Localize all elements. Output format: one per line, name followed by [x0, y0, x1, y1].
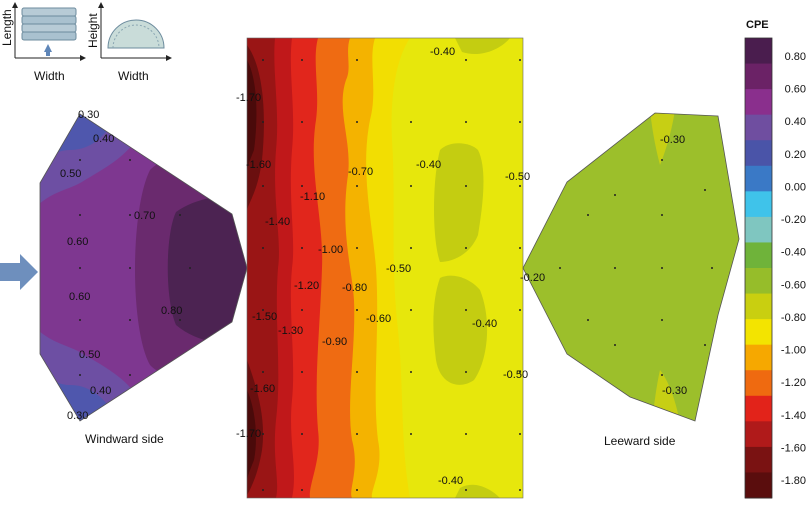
windward-label: 0.30 [78, 109, 99, 121]
roof-label: -0.50 [386, 263, 411, 275]
colorbar-border [744, 37, 773, 499]
windward-grid-dots [79, 159, 191, 376]
windward-label: 0.60 [69, 291, 90, 303]
roof-label: -0.70 [348, 166, 373, 178]
windward-contour [40, 114, 247, 421]
roof-contour [247, 38, 523, 498]
colorbar-swatches [744, 37, 773, 499]
windward-label: 0.60 [67, 236, 88, 248]
colorbar-tick-label: -1.40 [781, 410, 806, 422]
roof-label: -0.60 [366, 313, 391, 325]
colorbar-tick-label: 0.40 [785, 116, 806, 128]
colorbar-tick-label: -0.40 [781, 247, 806, 259]
roof-label: -0.40 [438, 475, 463, 487]
roof-label: -0.40 [430, 46, 455, 58]
colorbar-tick-label: -0.80 [781, 312, 806, 324]
colorbar-swatch [745, 216, 772, 243]
wind-arrow-icon [0, 254, 38, 290]
inset-right-xlabel: Width [118, 69, 149, 83]
roof-label: -1.60 [246, 159, 271, 171]
colorbar-tick-label: -1.00 [781, 345, 806, 357]
windward-label: 0.50 [79, 349, 100, 361]
colorbar-swatch [745, 344, 772, 371]
colorbar-swatch [745, 114, 772, 141]
windward-label: 0.70 [134, 210, 155, 222]
roof-grid-dots [262, 59, 521, 491]
colorbar-swatch [745, 140, 772, 167]
roof-label: -1.70 [236, 428, 261, 440]
leeward-label: -0.30 [660, 134, 685, 146]
colorbar-swatch [745, 38, 772, 65]
colorbar-swatch [745, 268, 772, 295]
colorbar-swatch [745, 242, 772, 269]
colorbar-swatch [745, 446, 772, 473]
leeward-contour-labels: -0.30 -0.20 -0.30 [520, 134, 687, 397]
inset-left-xlabel: Width [34, 69, 65, 83]
roof-label: -1.20 [294, 280, 319, 292]
colorbar-tick-label: 0.80 [785, 51, 806, 63]
roof-label: -1.70 [236, 92, 261, 104]
roof-label: -1.50 [252, 311, 277, 323]
windward-label: 0.80 [161, 305, 182, 317]
colorbar-swatch [745, 63, 772, 90]
colorbar-tick-labels: 0.80 0.60 0.40 0.20 0.00 -0.20 -0.40 -0.60 -0.80… [781, 51, 806, 487]
inset-left-ylabel: Length [0, 9, 14, 46]
roof-label: -0.40 [472, 318, 497, 330]
colorbar-swatch [745, 421, 772, 448]
roof-label: -1.30 [278, 325, 303, 337]
roof-label: -0.80 [342, 282, 367, 294]
inset-plan-sketch: Length Width [0, 2, 86, 83]
roof-label: -1.60 [250, 383, 275, 395]
roof-label: -1.10 [300, 191, 325, 203]
windward-label: 0.50 [60, 168, 81, 180]
roof-label: -0.50 [503, 369, 528, 381]
colorbar-swatch [745, 293, 772, 320]
roof-label: -1.00 [318, 244, 343, 256]
leeward-label: -0.30 [662, 385, 687, 397]
windward-contour-labels: 0.30 0.40 0.50 0.70 0.60 0.60 0.80 0.50 … [60, 109, 182, 422]
roof-contour-labels: -0.40 -1.70 -1.60 -1.10 -0.70 -0.40 -0.5… [236, 46, 530, 487]
wind-direction-arrow-icon [44, 44, 52, 52]
leeward-caption: Leeward side [604, 434, 676, 448]
colorbar-tick-label: -1.60 [781, 442, 806, 454]
colorbar-swatch [745, 319, 772, 346]
colorbar-tick-label: -1.20 [781, 377, 806, 389]
colorbar-swatch [745, 89, 772, 116]
leeward-label: -0.20 [520, 272, 545, 284]
colorbar-swatch [745, 472, 772, 499]
colorbar-tick-label: -0.20 [781, 214, 806, 226]
cpe-colorbar: CPE 0.80 0.60 0.40 0.20 0.00 -0.20 -0.40 -0.60 -… [744, 19, 806, 499]
leeward-contour [523, 113, 739, 421]
colorbar-title: CPE [746, 19, 769, 31]
leeward-grid-dots [559, 159, 713, 376]
colorbar-swatch [745, 370, 772, 397]
windward-label: 0.30 [67, 410, 88, 422]
inset-right-ylabel: Height [86, 13, 100, 48]
colorbar-tick-label: -1.80 [781, 475, 806, 487]
colorbar-tick-label: -0.60 [781, 279, 806, 291]
colorbar-tick-label: 0.20 [785, 149, 806, 161]
colorbar-swatch [745, 395, 772, 422]
windward-label: 0.40 [93, 133, 114, 145]
colorbar-swatch [745, 191, 772, 218]
colorbar-swatch [745, 165, 772, 192]
roof-label: -0.50 [505, 171, 530, 183]
colorbar-tick-label: 0.00 [785, 181, 806, 193]
inset-section-sketch: Height Width [86, 2, 172, 83]
windward-caption: Windward side [85, 432, 164, 446]
roof-label: -1.40 [265, 216, 290, 228]
colorbar-tick-label: 0.60 [785, 84, 806, 96]
roof-label: -0.90 [322, 336, 347, 348]
roof-label: -0.40 [416, 159, 441, 171]
windward-label: 0.40 [90, 385, 111, 397]
